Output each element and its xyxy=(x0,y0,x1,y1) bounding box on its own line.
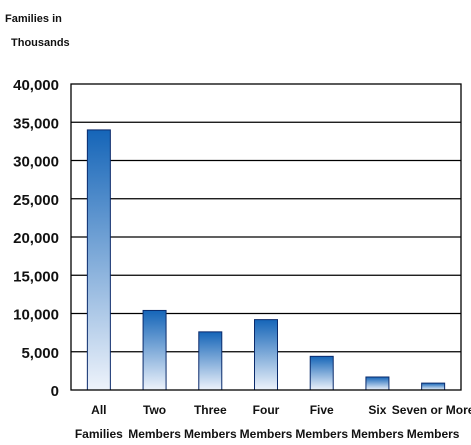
x-tick-label: Members xyxy=(128,427,181,441)
x-tick-label: Seven or More xyxy=(392,403,471,417)
x-tick-label: Members xyxy=(295,427,348,441)
x-tick-label: Members xyxy=(407,427,460,441)
x-tick-label: Three xyxy=(194,403,227,417)
gridlines xyxy=(71,121,461,353)
x-tick-label: All xyxy=(91,403,106,417)
bar xyxy=(309,355,334,391)
y-tick-label: 30,000 xyxy=(13,154,59,171)
x-tick-label: Four xyxy=(253,403,280,417)
bars xyxy=(86,129,446,391)
y-tick-label: 15,000 xyxy=(13,268,59,285)
plot-frame xyxy=(70,83,462,391)
y-tick-label: 25,000 xyxy=(13,192,59,209)
x-tick-label: Families xyxy=(75,427,123,441)
y-axis-ticks: 0 5,000 10,000 15,000 20,000 25,000 30,000 35,0… xyxy=(13,77,59,400)
bar xyxy=(365,376,390,391)
x-tick-label: Five xyxy=(310,403,334,417)
y-axis-title-line-2: Thousands xyxy=(11,37,70,49)
y-tick-label: 0 xyxy=(51,383,59,400)
x-tick-label: Two xyxy=(143,403,166,417)
x-tick-label: Members xyxy=(351,427,404,441)
y-tick-label: 5,000 xyxy=(21,345,59,362)
y-tick-label: 10,000 xyxy=(13,307,59,324)
bar xyxy=(142,309,167,391)
y-tick-label: 35,000 xyxy=(13,115,59,132)
x-axis-ticks: All Families Two Members Three Members Four Mem… xyxy=(75,403,471,441)
bar xyxy=(198,331,223,391)
x-tick-label: Six xyxy=(368,403,386,417)
y-tick-label: 20,000 xyxy=(13,230,59,247)
bar xyxy=(421,382,446,391)
bar xyxy=(254,319,278,391)
y-axis-title-line-1: Families in xyxy=(5,13,62,25)
x-tick-label: Members xyxy=(240,427,293,441)
y-tick-label: 40,000 xyxy=(13,77,59,94)
x-tick-label: Members xyxy=(184,427,237,441)
bar xyxy=(86,129,111,391)
